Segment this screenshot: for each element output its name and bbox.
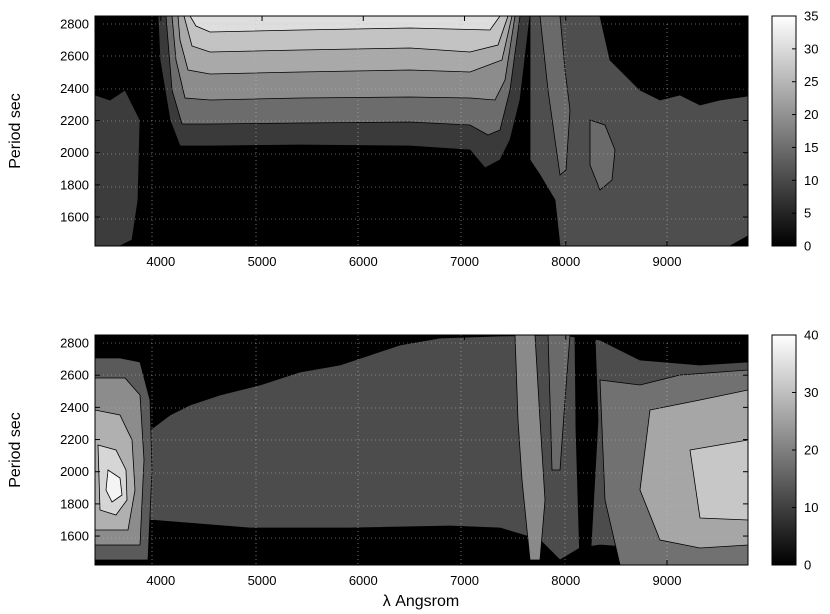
colorbar-tick-label: 0 (804, 558, 811, 573)
colorbar-tick-label: 30 (804, 385, 818, 400)
panel-2-streaks-2 (547, 335, 571, 471)
x-tick-label: 9000 (653, 573, 682, 588)
colorbar-tick-label: 20 (804, 107, 818, 122)
panel-2-grid (95, 335, 748, 565)
colorbar-tick-label: 25 (804, 74, 818, 89)
y-tick-label: 2200 (60, 113, 89, 128)
y-tick-label: 1800 (60, 496, 89, 511)
y-tick-label: 1600 (60, 210, 89, 225)
panel-2-black-notch (574, 335, 599, 565)
y-tick-label: 2000 (60, 145, 89, 160)
panel-1-x-ticks: 4000 5000 6000 7000 8000 9000 (146, 16, 681, 269)
colorbar-tick-label: 20 (804, 443, 818, 458)
y-tick-label: 2200 (60, 432, 89, 447)
colorbar-tick-label: 0 (804, 239, 811, 254)
x-tick-label: 9000 (653, 254, 682, 269)
panel-1-y-axis-label: Period sec (7, 93, 24, 169)
panel-1-region-right (529, 16, 748, 246)
panel-2-y-ticks: 1600 1800 2000 2200 2400 2600 2800 (60, 336, 748, 544)
x-tick-label: 5000 (248, 254, 277, 269)
panel-2-region-right-peak (689, 439, 748, 521)
y-tick-label: 2400 (60, 81, 89, 96)
y-tick-label: 2800 (60, 336, 89, 351)
y-tick-label: 2000 (60, 464, 89, 479)
colorbar-tick-label: 30 (804, 41, 818, 56)
panel-1-grid (95, 16, 748, 246)
panel-1-axes-frame (94, 15, 749, 247)
x-tick-label: 5000 (248, 573, 277, 588)
colorbar-tick-label: 5 (804, 206, 811, 221)
panel-1-colorbar-ticks: 0 5 10 15 20 25 30 35 (792, 9, 818, 254)
x-tick-label: 7000 (450, 573, 479, 588)
panel-2-x-ticks: 4000 5000 6000 7000 8000 9000 (146, 335, 681, 588)
panel-1-region-left (95, 89, 141, 246)
panel-1-colorbar (771, 15, 797, 247)
x-tick-label: 8000 (551, 254, 580, 269)
panel-2-region-left-peak (105, 469, 123, 503)
panel-1-y-ticks: 1600 1800 2000 2200 2400 2600 2800 (60, 17, 748, 225)
y-tick-label: 2800 (60, 17, 89, 32)
x-tick-label: 7000 (450, 254, 479, 269)
contour-panel-2: 4000 5000 6000 7000 8000 9000 1600 1800 2000 220… (7, 328, 818, 611)
panel-2-colorbar-ticks: 0 10 20 30 40 (792, 328, 818, 573)
panel-2-axes-frame (94, 334, 749, 566)
colorbar-tick-label: 35 (804, 9, 818, 24)
panel-2-region-center (149, 335, 748, 561)
colorbar-tick-label: 15 (804, 140, 818, 155)
x-tick-label: 6000 (349, 573, 378, 588)
panel-2-y-axis-label: Period sec (7, 412, 24, 488)
y-tick-label: 1800 (60, 177, 89, 192)
y-tick-label: 2600 (60, 368, 89, 383)
y-tick-label: 2600 (60, 49, 89, 64)
colorbar-tick-label: 10 (804, 500, 818, 515)
x-tick-label: 6000 (349, 254, 378, 269)
panel-1-layer-30 (189, 16, 501, 33)
x-tick-label: 4000 (146, 573, 175, 588)
panel-2-x-axis-label: λ Angsrom (383, 593, 459, 610)
colorbar-tick-label: 10 (804, 173, 818, 188)
x-tick-label: 4000 (146, 254, 175, 269)
panel-1-region-right-blob (589, 119, 616, 191)
colorbar-tick-label: 40 (804, 328, 818, 343)
y-tick-label: 2400 (60, 400, 89, 415)
contour-panel-1: 4000 5000 6000 7000 8000 9000 1600 1800 2000 220… (7, 9, 818, 270)
x-tick-label: 8000 (551, 573, 580, 588)
y-tick-label: 1600 (60, 529, 89, 544)
